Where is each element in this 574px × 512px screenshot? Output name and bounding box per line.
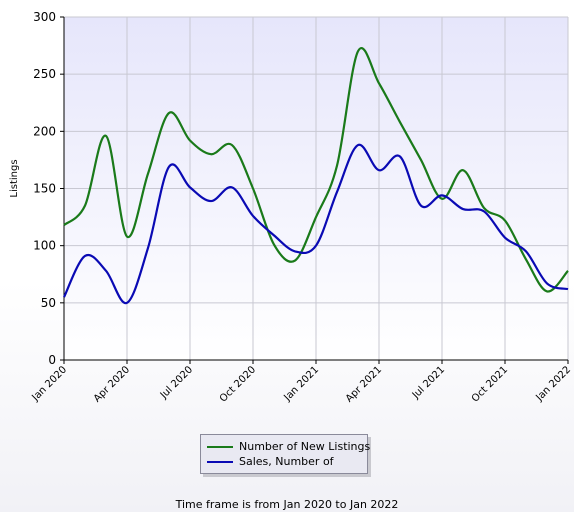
x-tick-label: Jan 2022	[533, 364, 573, 404]
x-tick-label: Jul 2021	[410, 364, 447, 401]
legend-item-sales: Sales, Number of	[207, 454, 361, 469]
series-line-new-listings	[63, 47, 569, 293]
x-tick-label: Jul 2020	[158, 364, 195, 401]
y-tick-label: 300	[33, 10, 56, 24]
x-tick-label: Oct 2020	[218, 364, 258, 404]
legend: Number of New Listings Sales, Number of	[200, 434, 370, 474]
y-tick-label: 50	[41, 296, 56, 310]
legend-swatch-new-listings	[207, 445, 233, 448]
legend-label-new-listings: Number of New Listings	[239, 440, 371, 453]
y-tick-label: 200	[33, 124, 56, 138]
y-tick-label: 100	[33, 239, 56, 253]
y-tick-labels: 0 50 100 150 200 250 300	[33, 10, 56, 367]
legend-label-sales: Sales, Number of	[239, 455, 334, 468]
series-line-sales	[63, 143, 569, 304]
legend-swatch-sales	[207, 460, 233, 463]
y-axis-label: Listings	[9, 159, 20, 197]
x-tick-label: Apr 2021	[344, 364, 384, 404]
x-tick-label: Oct 2021	[470, 364, 510, 404]
x-tick-label: Jan 2020	[29, 364, 69, 404]
y-tick-label: 0	[48, 353, 56, 367]
axes	[60, 16, 569, 364]
footnote: Time frame is from Jan 2020 to Jan 2022	[175, 498, 399, 511]
y-tick-label: 250	[33, 67, 56, 81]
x-tick-label: Apr 2020	[92, 364, 132, 404]
line-chart: 0 50 100 150 200 250 300 Jan 2020 Apr 2020 Jul 2…	[9, 10, 573, 405]
x-tick-labels: Jan 2020 Apr 2020 Jul 2020 Oct 2020 Jan 2021…	[29, 364, 573, 404]
legend-item-new-listings: Number of New Listings	[207, 439, 370, 454]
y-tick-label: 150	[33, 182, 56, 196]
x-tick-label: Jan 2021	[281, 364, 321, 404]
series-lines	[63, 47, 569, 304]
